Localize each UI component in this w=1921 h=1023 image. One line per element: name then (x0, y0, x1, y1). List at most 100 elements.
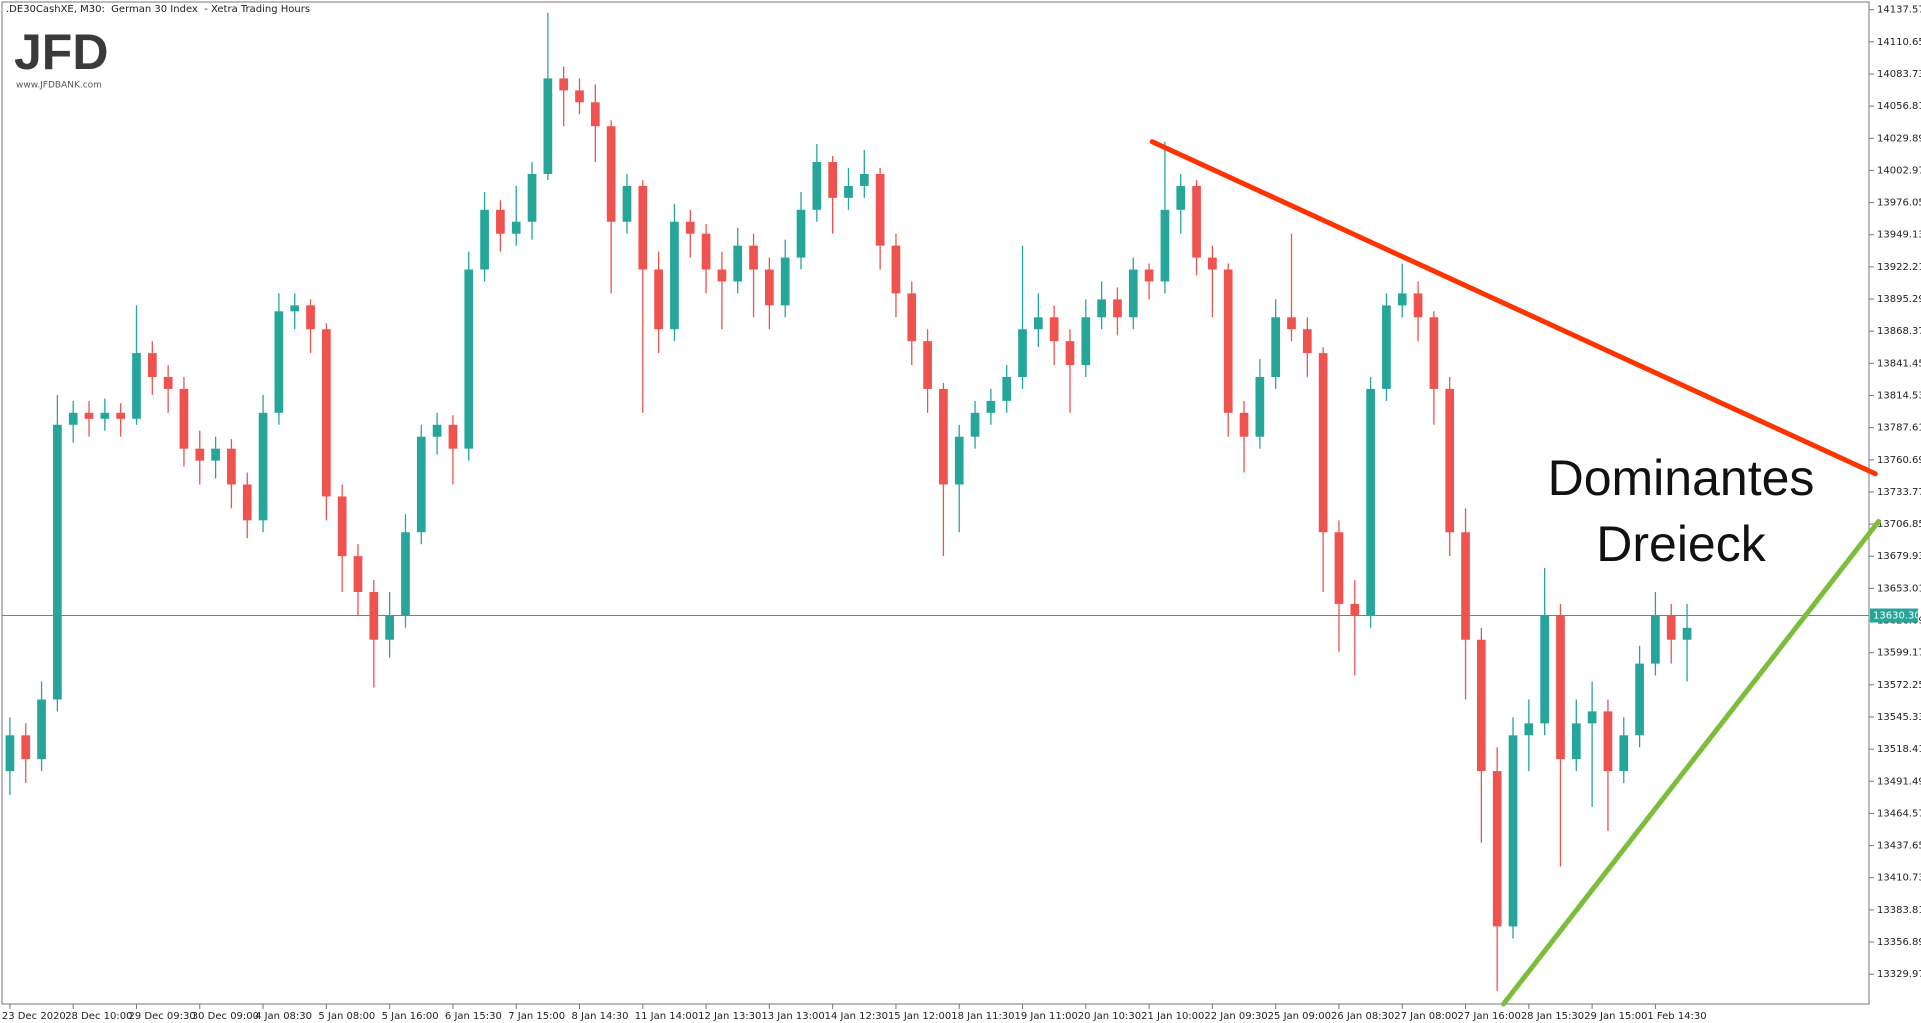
candle-body (1081, 317, 1091, 366)
chart-title: .DE30CashXE, M30: German 30 Index - Xetr… (6, 4, 310, 15)
candle-body (1461, 532, 1470, 640)
candle-body (195, 448, 205, 461)
candle-body (1508, 735, 1518, 927)
candle-body (1413, 293, 1423, 318)
candle-body (227, 448, 236, 485)
candle-body (306, 305, 315, 330)
candle-body (1160, 209, 1170, 282)
candle-body (1492, 771, 1502, 927)
candle-body (1540, 615, 1549, 724)
candle-body (416, 436, 426, 533)
logo-url: www.JFDBANK.com (16, 81, 102, 91)
candle-body (717, 269, 727, 282)
candle-body (1065, 341, 1075, 366)
candle-body (1382, 305, 1391, 389)
y-tick-label: 14137.57 (1877, 5, 1921, 16)
x-tick-label: 5 Jan 16:00 (382, 1011, 439, 1022)
candle-body (290, 305, 300, 312)
y-tick-label: 13491.49 (1877, 776, 1921, 787)
candle-body (5, 735, 15, 772)
y-tick-label: 13679.93 (1877, 551, 1921, 562)
candle-body (37, 699, 46, 760)
candle-body (590, 102, 600, 127)
candle-body (511, 221, 521, 234)
candle-body (1192, 185, 1201, 258)
y-tick-label: 13706.85 (1877, 519, 1921, 530)
candle-body (1033, 317, 1043, 330)
x-tick-label: 7 Jan 15:00 (508, 1011, 565, 1022)
candle-body (385, 615, 394, 640)
candle-body (100, 412, 110, 419)
y-tick-label: 13410.73 (1877, 873, 1921, 884)
y-tick-label: 13572.25 (1877, 680, 1921, 691)
x-tick-label: 14 Jan 12:30 (825, 1011, 888, 1022)
y-tick-label: 13653.01 (1877, 583, 1921, 594)
candle-body (939, 388, 948, 485)
candle-body (1556, 615, 1565, 760)
candle-body (685, 221, 695, 234)
y-tick-label: 13814.53 (1877, 390, 1921, 401)
y-tick-label: 13545.33 (1877, 712, 1921, 723)
y-tick-label: 14110.65 (1877, 37, 1921, 48)
y-tick-label: 13437.65 (1877, 841, 1921, 852)
candle-body (1635, 663, 1644, 736)
candle-body (765, 269, 774, 306)
candle-body (1682, 627, 1692, 640)
candle-body (1571, 723, 1581, 760)
candle-body (875, 173, 885, 246)
x-tick-label: 15 Jan 12:00 (888, 1011, 951, 1022)
x-tick-label: 20 Jan 10:30 (1078, 1011, 1141, 1022)
candle-body (211, 448, 220, 461)
candle-body (163, 377, 173, 389)
candle-body (480, 209, 489, 270)
candle-body (401, 532, 410, 616)
x-tick-label: 23 Dec 2020 (2, 1011, 66, 1022)
y-tick-label: 14029.89 (1877, 133, 1921, 144)
candle-body (543, 78, 553, 174)
candle-body (559, 78, 569, 91)
x-tick-label: 5 Jan 08:00 (318, 1011, 375, 1022)
y-tick-label: 13868.37 (1877, 326, 1921, 337)
candle-body (1318, 353, 1328, 533)
candle-body (1239, 412, 1249, 437)
x-tick-label: 19 Jan 11:00 (1015, 1011, 1078, 1022)
candle-body (147, 353, 157, 378)
x-tick-label: 11 Jan 14:00 (635, 1011, 698, 1022)
candle-body (1429, 317, 1439, 389)
candle-body (1255, 377, 1265, 437)
x-tick-label: 4 Jan 08:30 (255, 1011, 312, 1022)
candle-body (1366, 388, 1375, 616)
candle-body (638, 185, 648, 270)
x-tick-label: 30 Dec 09:00 (192, 1011, 259, 1022)
candle-body (464, 269, 474, 449)
candle-body (84, 412, 94, 419)
y-tick-label: 14083.73 (1877, 69, 1921, 80)
candle-body (527, 173, 537, 222)
candle-body (970, 412, 980, 437)
candle-body (1524, 723, 1534, 736)
candle-body (622, 185, 632, 222)
y-tick-label: 13356.89 (1877, 937, 1921, 948)
candle-body (907, 293, 917, 342)
candle-body (1223, 269, 1233, 413)
candle-body (1350, 603, 1360, 616)
candle-body (1666, 615, 1676, 640)
y-tick-label: 13518.41 (1877, 744, 1921, 755)
x-tick-label: 27 Jan 16:00 (1458, 1011, 1521, 1022)
candle-body (1128, 269, 1138, 318)
candle-body (670, 221, 679, 330)
x-tick-label: 8 Jan 14:30 (572, 1011, 629, 1022)
candle-body (132, 353, 141, 419)
y-tick-label: 13841.45 (1877, 358, 1921, 369)
y-tick-label: 13760.69 (1877, 455, 1921, 466)
x-tick-label: 27 Jan 08:00 (1394, 1011, 1457, 1022)
x-tick-label: 29 Dec 09:30 (128, 1011, 195, 1022)
candle-body (1477, 639, 1486, 772)
candle-body (1587, 711, 1597, 724)
candle-body (749, 245, 758, 270)
y-tick-label: 13922.21 (1877, 262, 1921, 273)
candle-body (1619, 735, 1629, 772)
candle-body (844, 185, 853, 198)
